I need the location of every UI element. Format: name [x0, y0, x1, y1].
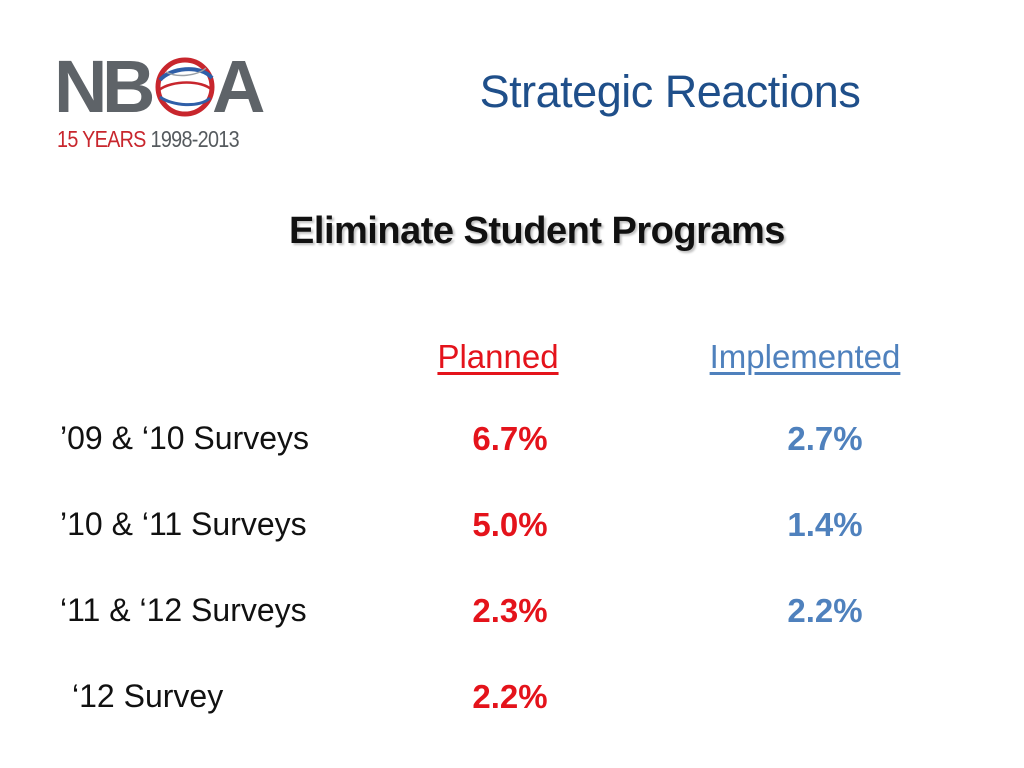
- slide-title: Strategic Reactions: [479, 66, 861, 117]
- table-row: ‘11 & ‘12 Surveys 2.3% 2.2%: [0, 592, 1024, 652]
- logo-tagline-range: 1998-2013: [150, 126, 240, 152]
- planned-value: 6.7%: [472, 420, 548, 457]
- row-label: ‘11 & ‘12 Surveys: [60, 592, 307, 628]
- logo-letter-a: A: [212, 50, 264, 125]
- row-label: ’10 & ‘11 Surveys: [60, 506, 307, 542]
- logo-tagline-years: 15 YEARS: [57, 126, 146, 152]
- column-header-implemented: Implemented: [709, 338, 901, 375]
- nboa-logo-mark: N B A: [54, 50, 267, 125]
- planned-value: 2.2%: [472, 678, 548, 715]
- nboa-logo: N B A 15 YEARS 1998-2013: [52, 50, 282, 155]
- table-row: ’10 & ‘11 Surveys 5.0% 1.4%: [0, 506, 1024, 566]
- logo-letter-b: B: [102, 50, 153, 125]
- planned-value: 5.0%: [472, 506, 548, 543]
- row-label: ’09 & ‘10 Surveys: [60, 420, 310, 456]
- table-row: ’09 & ‘10 Surveys 6.7% 2.7%: [0, 420, 1024, 480]
- slide-subtitle: Eliminate Student Programs: [289, 210, 785, 252]
- column-header-planned: Planned: [437, 338, 559, 375]
- implemented-value: 1.4%: [787, 506, 863, 543]
- implemented-value: 2.2%: [787, 592, 863, 629]
- logo-globe-icon: [155, 57, 215, 117]
- planned-value: 2.3%: [472, 592, 548, 629]
- table-row: ‘12 Survey 2.2%: [0, 678, 1024, 738]
- row-label: ‘12 Survey: [72, 678, 224, 714]
- logo-letter-n: N: [54, 50, 104, 125]
- logo-tagline: 15 YEARS 1998-2013: [57, 126, 240, 153]
- implemented-value: 2.7%: [787, 420, 863, 457]
